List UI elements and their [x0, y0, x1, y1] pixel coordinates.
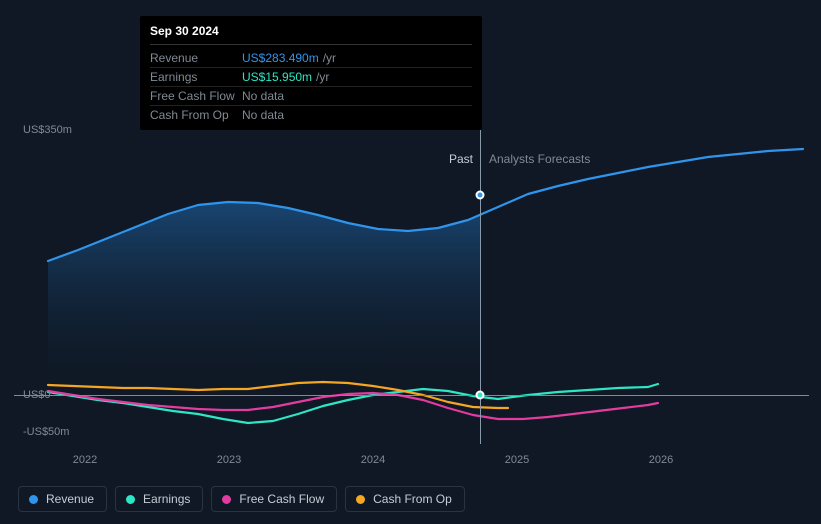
marker-revenue [476, 191, 485, 200]
legend-label: Free Cash Flow [239, 492, 324, 506]
tooltip-row: Free Cash FlowNo data [150, 87, 472, 106]
tooltip-key: Revenue [150, 51, 242, 65]
y-tick-label: US$350m [23, 124, 72, 136]
y-tick-label: -US$50m [23, 426, 69, 438]
legend-dot-icon [222, 495, 231, 504]
legend-item-cfo[interactable]: Cash From Op [345, 486, 465, 512]
tooltip-unit: /yr [323, 51, 336, 65]
tooltip-value: No data [242, 89, 284, 103]
y-zero-axis [14, 395, 809, 396]
tooltip-unit: /yr [316, 70, 329, 84]
tooltip-key: Free Cash Flow [150, 89, 242, 103]
legend-label: Revenue [46, 492, 94, 506]
legend-dot-icon [356, 495, 365, 504]
tooltip-key: Cash From Op [150, 108, 242, 122]
legend-item-revenue[interactable]: Revenue [18, 486, 107, 512]
legend-dot-icon [126, 495, 135, 504]
legend-label: Cash From Op [373, 492, 452, 506]
tooltip-date: Sep 30 2024 [150, 24, 472, 45]
legend: Revenue Earnings Free Cash Flow Cash From O… [18, 486, 465, 512]
marker-earnings [476, 391, 485, 400]
tooltip-value: US$283.490m [242, 51, 319, 65]
legend-label: Earnings [143, 492, 190, 506]
x-tick-label: 2022 [73, 454, 97, 466]
x-tick-label: 2026 [649, 454, 673, 466]
legend-item-fcf[interactable]: Free Cash Flow [211, 486, 337, 512]
x-tick-label: 2024 [361, 454, 385, 466]
tooltip-row: RevenueUS$283.490m/yr [150, 49, 472, 68]
tooltip-key: Earnings [150, 70, 242, 84]
legend-dot-icon [29, 495, 38, 504]
tooltip-row: EarningsUS$15.950m/yr [150, 68, 472, 87]
chart-tooltip: Sep 30 2024 RevenueUS$283.490m/yrEarning… [140, 16, 482, 130]
tooltip-value: No data [242, 108, 284, 122]
past-label: Past [449, 152, 473, 166]
chart-svg [48, 130, 803, 444]
y-tick-label: US$0 [23, 389, 51, 401]
earnings-revenue-chart: Past Analysts Forecasts US$350m US$0 -US$5… [0, 0, 821, 524]
forecast-label: Analysts Forecasts [489, 152, 590, 166]
legend-item-earnings[interactable]: Earnings [115, 486, 203, 512]
x-tick-label: 2023 [217, 454, 241, 466]
tooltip-row: Cash From OpNo data [150, 106, 472, 124]
tooltip-value: US$15.950m [242, 70, 312, 84]
x-tick-label: 2025 [505, 454, 529, 466]
